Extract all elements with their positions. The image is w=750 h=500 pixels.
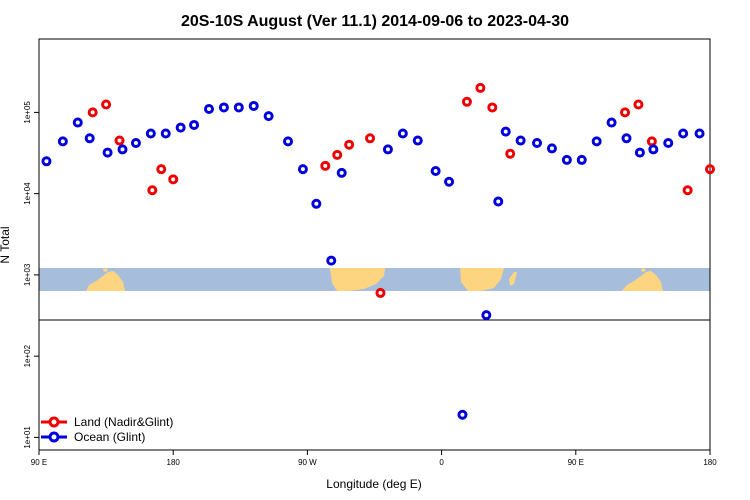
data-point: [332, 149, 343, 160]
data-point: [663, 137, 674, 148]
data-point: [156, 164, 167, 175]
x-tick-label: 90 E: [31, 458, 47, 467]
y-axis-label: N Total: [0, 226, 12, 263]
data-point: [263, 111, 274, 122]
landmass-australia-repeat: [622, 268, 663, 291]
data-point: [145, 128, 156, 139]
data-point: [505, 148, 516, 159]
data-point: [620, 107, 631, 118]
data-point: [397, 128, 408, 139]
data-point: [576, 154, 587, 165]
data-point: [130, 137, 141, 148]
data-point: [297, 164, 308, 175]
legend-item-ocean: Ocean (Glint): [41, 430, 145, 444]
data-point: [493, 196, 504, 207]
legend-item-land: Land (Nadir&Glint): [41, 415, 173, 429]
world-basemap: [39, 268, 710, 291]
data-point: [694, 128, 705, 139]
data-point: [101, 99, 112, 110]
data-point: [382, 144, 393, 155]
landmass-australia: [86, 268, 125, 291]
data-point: [606, 117, 617, 128]
data-point: [311, 198, 322, 209]
data-point: [233, 102, 244, 113]
x-tick-label: 180: [703, 458, 717, 467]
data-point: [72, 117, 83, 128]
data-point: [621, 133, 632, 144]
data-point: [326, 255, 337, 266]
data-point: [515, 135, 526, 146]
data-point: [283, 136, 294, 147]
data-point: [147, 185, 158, 196]
data-point: [591, 136, 602, 147]
x-axis-label: Longitude (deg E): [326, 477, 421, 491]
data-point: [102, 147, 113, 158]
x-tick-label: 90 W: [298, 458, 317, 467]
data-point: [682, 185, 693, 196]
chart-title: 20S-10S August (Ver 11.1) 2014-09-06 to …: [181, 13, 569, 30]
y-tick-label: 1e+02: [23, 344, 32, 367]
legend: Land (Nadir&Glint) Ocean (Glint): [41, 415, 173, 444]
data-point: [248, 100, 259, 111]
data-point: [633, 99, 644, 110]
landmass-south-america: [330, 268, 385, 291]
legend-swatch-ocean-marker: [48, 431, 60, 443]
y-tick-label: 1e+04: [23, 182, 32, 205]
data-point: [705, 164, 715, 175]
data-point: [218, 102, 229, 113]
landmass-africa: [460, 268, 517, 291]
y-tick-label: 1e+01: [23, 426, 32, 449]
y-tick-label: 1e+05: [23, 101, 32, 124]
data-point: [646, 136, 657, 147]
data-point: [168, 174, 179, 185]
series-land: [87, 82, 715, 298]
x-tick-label: 90 E: [568, 458, 584, 467]
data-point: [336, 167, 347, 178]
data-point: [561, 154, 572, 165]
data-point: [457, 409, 468, 420]
data-point: [375, 287, 386, 298]
x-tick-label: 0: [439, 458, 444, 467]
data-point: [430, 165, 441, 176]
data-point: [114, 135, 125, 146]
legend-label-ocean: Ocean (Glint): [74, 430, 145, 444]
axes: 90 E 180 90 W 0 90 E 180 1e+01 1e+02 1e+03 1e+04 1…: [23, 38, 717, 467]
data-point: [634, 147, 645, 158]
data-point: [175, 122, 186, 133]
legend-label-land: Land (Nadir&Glint): [74, 415, 173, 429]
data-point: [412, 135, 423, 146]
data-point: [189, 119, 200, 130]
data-point: [487, 102, 498, 113]
x-tick-label: 180: [167, 458, 181, 467]
data-point: [365, 133, 376, 144]
data-point: [160, 128, 171, 139]
data-point: [444, 176, 455, 187]
data-point: [481, 310, 492, 321]
data-point: [203, 104, 214, 115]
data-point: [546, 143, 557, 154]
data-point: [87, 107, 98, 118]
data-point: [532, 137, 543, 148]
data-point: [678, 128, 689, 139]
data-point: [648, 144, 659, 155]
series-ocean: [41, 100, 705, 420]
data-point: [57, 136, 68, 147]
data-point: [344, 139, 355, 150]
data-point: [461, 96, 472, 107]
data-point: [475, 82, 486, 93]
legend-swatch-land-marker: [48, 416, 60, 428]
y-tick-label: 1e+03: [23, 263, 32, 286]
data-point: [117, 144, 128, 155]
data-points: [41, 82, 715, 420]
plot-frame: [38, 38, 711, 451]
data-point: [500, 126, 511, 137]
data-point: [41, 156, 52, 167]
data-point: [320, 160, 331, 171]
data-point: [84, 133, 95, 144]
